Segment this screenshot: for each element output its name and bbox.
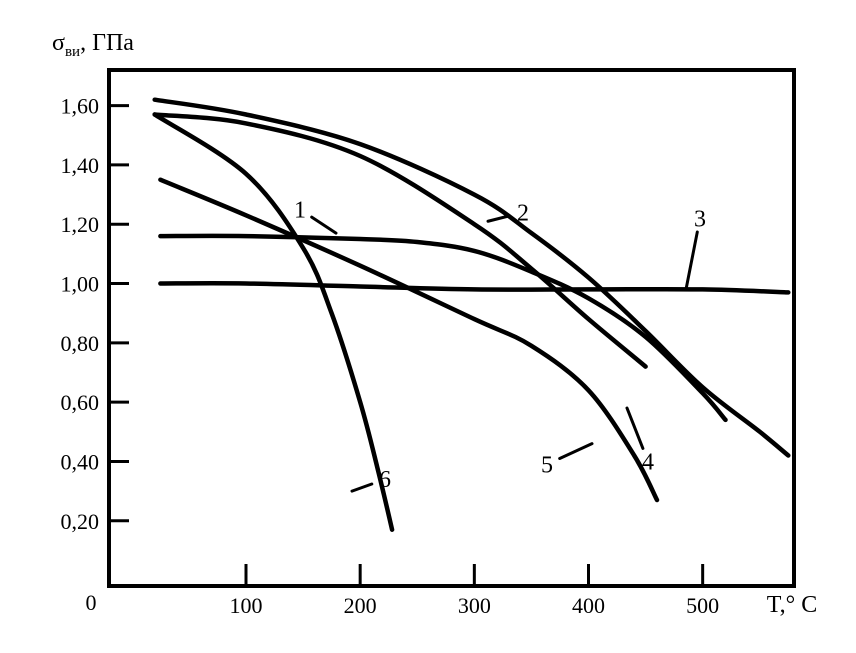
y-axis-title: σви, ГПа [52, 30, 134, 60]
y-tick-label: 1,60 [61, 94, 100, 119]
x-tick-label: 400 [572, 593, 605, 618]
series-line-4 [152, 112, 648, 369]
y-axis-unit: , ГПа [80, 30, 134, 56]
curve-label-6: 6 [379, 467, 391, 493]
curve-label-2: 2 [517, 200, 529, 226]
leader-line-5 [558, 442, 594, 460]
y-axis-symbol: σ [52, 30, 65, 56]
series-line-6 [152, 112, 395, 532]
x-tick-label: 500 [686, 593, 719, 618]
leader-line-3 [684, 230, 699, 291]
plot-frame [107, 68, 796, 588]
y-axis-ticks: 0,20 0,40 0,60 0,80 1,00 1,20 1,40 1,60 [61, 94, 129, 534]
origin-label: 0 [86, 590, 97, 615]
y-tick-label: 1,00 [61, 272, 100, 297]
y-tick-label: 1,40 [61, 153, 100, 178]
leader-line-1 [310, 215, 338, 235]
y-axis-subscript: ви [65, 44, 80, 60]
series-line-3 [158, 281, 791, 295]
leader-line-2 [486, 214, 511, 223]
y-tick-label: 0,60 [61, 390, 100, 415]
x-axis-ticks: 100 200 300 400 500 [230, 564, 719, 618]
x-tick-label: 100 [230, 593, 263, 618]
series-line-2 [152, 97, 791, 458]
leader-line-4 [625, 406, 645, 450]
curve-label-3: 3 [694, 206, 706, 232]
y-tick-label: 1,20 [61, 212, 100, 237]
y-tick-label: 0,20 [61, 509, 100, 534]
curve-label-4: 4 [642, 449, 654, 475]
x-tick-label: 300 [458, 593, 491, 618]
x-tick-label: 200 [344, 593, 377, 618]
y-tick-label: 0,80 [61, 331, 100, 356]
curve-label-1: 1 [294, 197, 306, 223]
series-line-5 [158, 177, 660, 503]
curves [152, 97, 791, 532]
curve-labels: 1 2 3 4 5 6 [294, 197, 706, 493]
curve-label-5: 5 [541, 452, 553, 478]
y-tick-label: 0,40 [61, 449, 100, 474]
series-line-1 [158, 233, 728, 423]
leader-line-6 [350, 482, 374, 493]
x-axis-title: T,° C [767, 592, 817, 618]
